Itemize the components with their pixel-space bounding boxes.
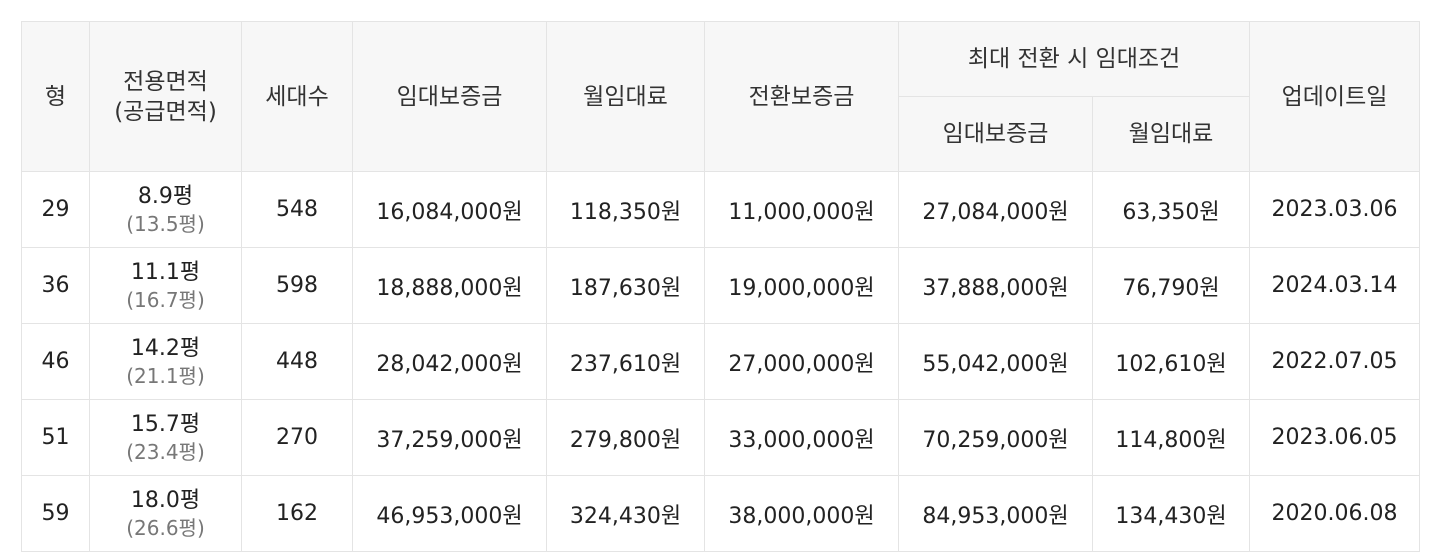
header-area: 전용면적 (공급면적) bbox=[89, 21, 242, 172]
header-area-supply: (공급면적) bbox=[114, 98, 217, 125]
cell-max-deposit: 27,084,000원 bbox=[898, 171, 1093, 248]
cell-max-rent: 102,610원 bbox=[1092, 323, 1250, 400]
cell-units: 270 bbox=[241, 399, 353, 476]
cell-units: 598 bbox=[241, 247, 353, 324]
exclusive-area: 14.2평 bbox=[130, 335, 201, 361]
header-conversion-deposit: 전환보증금 bbox=[704, 21, 899, 172]
cell-type: 29 bbox=[21, 171, 90, 248]
cell-deposit: 18,888,000원 bbox=[352, 247, 547, 324]
cell-conversion-deposit: 27,000,000원 bbox=[704, 323, 899, 400]
cell-area: 14.2평 (21.1평) bbox=[89, 323, 242, 400]
table-row: 51 15.7평 (23.4평) 270 37,259,000원 279,800… bbox=[21, 399, 1420, 476]
cell-area: 18.0평 (26.6평) bbox=[89, 475, 242, 552]
cell-rent: 118,350원 bbox=[546, 171, 705, 248]
exclusive-area: 11.1평 bbox=[130, 259, 201, 285]
cell-max-rent: 114,800원 bbox=[1092, 399, 1250, 476]
header-area-exclusive: 전용면적 bbox=[123, 68, 208, 95]
cell-max-rent: 76,790원 bbox=[1092, 247, 1250, 324]
cell-deposit: 46,953,000원 bbox=[352, 475, 547, 552]
cell-deposit: 37,259,000원 bbox=[352, 399, 547, 476]
supply-area: (23.4평) bbox=[126, 439, 205, 464]
header-units: 세대수 bbox=[241, 21, 353, 172]
exclusive-area: 15.7평 bbox=[130, 411, 201, 437]
cell-conversion-deposit: 11,000,000원 bbox=[704, 171, 899, 248]
header-max-deposit: 임대보증금 bbox=[898, 96, 1093, 172]
table-header: 형 전용면적 (공급면적) 세대수 임대보증금 월임대료 전환보증금 최대 전환… bbox=[21, 21, 1420, 172]
cell-rent: 279,800원 bbox=[546, 399, 705, 476]
cell-conversion-deposit: 19,000,000원 bbox=[704, 247, 899, 324]
cell-units: 162 bbox=[241, 475, 353, 552]
supply-area: (16.7평) bbox=[126, 287, 205, 312]
cell-area: 8.9평 (13.5평) bbox=[89, 171, 242, 248]
header-max-rent: 월임대료 bbox=[1092, 96, 1250, 172]
cell-units: 548 bbox=[241, 171, 353, 248]
cell-units: 448 bbox=[241, 323, 353, 400]
cell-max-deposit: 55,042,000원 bbox=[898, 323, 1093, 400]
cell-rent: 324,430원 bbox=[546, 475, 705, 552]
cell-rent: 187,630원 bbox=[546, 247, 705, 324]
header-max-conversion-group: 최대 전환 시 임대조건 bbox=[898, 21, 1250, 97]
cell-max-deposit: 70,259,000원 bbox=[898, 399, 1093, 476]
supply-area: (21.1평) bbox=[126, 363, 205, 388]
cell-type: 46 bbox=[21, 323, 90, 400]
cell-type: 59 bbox=[21, 475, 90, 552]
cell-rent: 237,610원 bbox=[546, 323, 705, 400]
exclusive-area: 8.9평 bbox=[137, 183, 194, 209]
cell-max-rent: 134,430원 bbox=[1092, 475, 1250, 552]
supply-area: (26.6평) bbox=[126, 515, 205, 540]
table-row: 46 14.2평 (21.1평) 448 28,042,000원 237,610… bbox=[21, 323, 1420, 400]
cell-area: 15.7평 (23.4평) bbox=[89, 399, 242, 476]
header-updated: 업데이트일 bbox=[1249, 21, 1420, 172]
cell-conversion-deposit: 33,000,000원 bbox=[704, 399, 899, 476]
cell-max-deposit: 84,953,000원 bbox=[898, 475, 1093, 552]
cell-conversion-deposit: 38,000,000원 bbox=[704, 475, 899, 552]
cell-updated: 2022.07.05 bbox=[1249, 323, 1420, 400]
cell-max-rent: 63,350원 bbox=[1092, 171, 1250, 248]
cell-updated: 2020.06.08 bbox=[1249, 475, 1420, 552]
cell-updated: 2023.03.06 bbox=[1249, 171, 1420, 248]
header-type: 형 bbox=[21, 21, 90, 172]
supply-area: (13.5평) bbox=[126, 211, 205, 236]
table-row: 36 11.1평 (16.7평) 598 18,888,000원 187,630… bbox=[21, 247, 1420, 324]
rental-conditions-table: 형 전용면적 (공급면적) 세대수 임대보증금 월임대료 전환보증금 최대 전환… bbox=[21, 21, 1420, 552]
cell-area: 11.1평 (16.7평) bbox=[89, 247, 242, 324]
table-row: 29 8.9평 (13.5평) 548 16,084,000원 118,350원… bbox=[21, 171, 1420, 248]
cell-type: 51 bbox=[21, 399, 90, 476]
cell-type: 36 bbox=[21, 247, 90, 324]
table-body: 29 8.9평 (13.5평) 548 16,084,000원 118,350원… bbox=[21, 171, 1420, 552]
cell-deposit: 16,084,000원 bbox=[352, 171, 547, 248]
cell-updated: 2023.06.05 bbox=[1249, 399, 1420, 476]
exclusive-area: 18.0평 bbox=[130, 487, 201, 513]
rental-conditions-table-container: 형 전용면적 (공급면적) 세대수 임대보증금 월임대료 전환보증금 최대 전환… bbox=[21, 21, 1420, 552]
cell-deposit: 28,042,000원 bbox=[352, 323, 547, 400]
header-deposit: 임대보증금 bbox=[352, 21, 547, 172]
header-rent: 월임대료 bbox=[546, 21, 705, 172]
table-row: 59 18.0평 (26.6평) 162 46,953,000원 324,430… bbox=[21, 475, 1420, 552]
cell-max-deposit: 37,888,000원 bbox=[898, 247, 1093, 324]
cell-updated: 2024.03.14 bbox=[1249, 247, 1420, 324]
